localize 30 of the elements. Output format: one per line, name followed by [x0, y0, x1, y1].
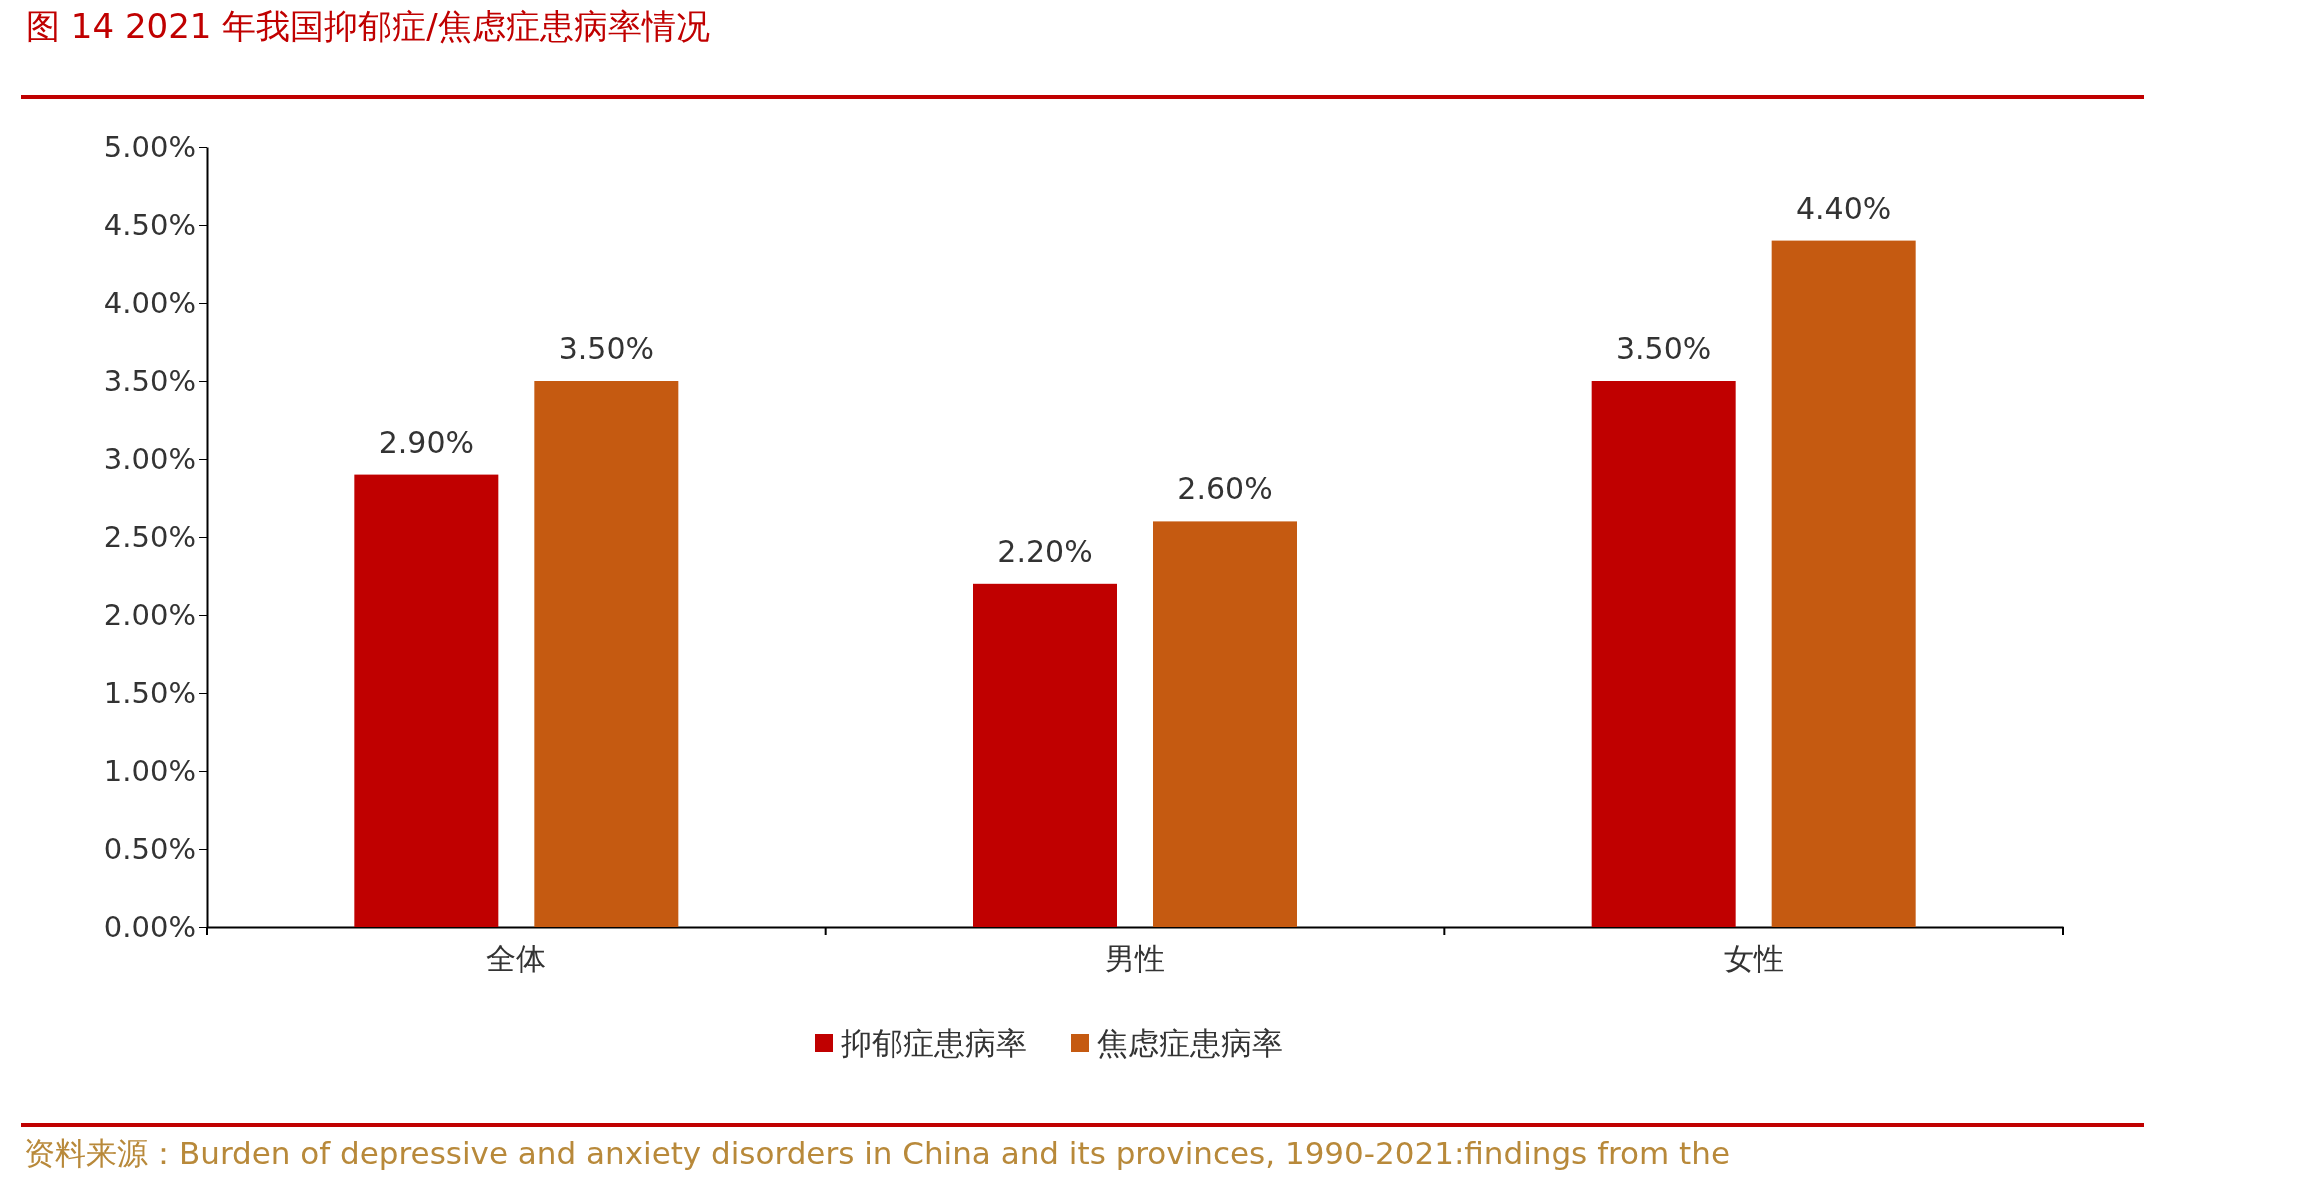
legend-label: 焦虑症患病率 — [1097, 1025, 1283, 1061]
bar — [534, 381, 679, 927]
data-label: 2.90% — [378, 424, 474, 460]
data-label: 4.40% — [1796, 190, 1892, 226]
bar — [354, 474, 499, 927]
legend-label: 抑郁症患病率 — [841, 1025, 1027, 1061]
bar — [1771, 240, 1916, 927]
y-tick-label: 2.00% — [103, 597, 196, 632]
y-tick-label: 3.00% — [103, 441, 196, 476]
y-tick-label: 3.50% — [103, 363, 196, 398]
data-label: 3.50% — [1616, 331, 1712, 366]
data-label: 2.60% — [1177, 471, 1273, 507]
y-tick-label: 4.00% — [103, 285, 196, 320]
y-tick-label: 1.00% — [103, 753, 196, 788]
x-tick-label: 男性 — [1105, 941, 1165, 976]
bar — [973, 583, 1117, 927]
y-tick-label: 5.00% — [103, 129, 196, 164]
bar — [1153, 521, 1297, 927]
y-tick-label: 0.00% — [103, 909, 196, 944]
x-tick-label: 全体 — [486, 941, 547, 976]
y-tick-label: 4.50% — [103, 207, 196, 242]
data-label: 2.20% — [997, 533, 1093, 569]
chart-title: 图 14 2021 年我国抑郁症/焦虑症患病率情况 — [26, 6, 710, 46]
y-tick-label: 0.50% — [103, 831, 196, 866]
y-tick-label: 1.50% — [103, 675, 196, 710]
bar — [1591, 381, 1736, 927]
data-label: 3.50% — [558, 331, 654, 366]
y-tick-label: 2.50% — [103, 519, 196, 554]
x-tick-label: 女性 — [1723, 941, 1784, 976]
text: 资料来源：Burden of depressive and anxiety disorders in China and its provinces, 1990-2021:findings from the — [24, 1135, 1730, 1171]
